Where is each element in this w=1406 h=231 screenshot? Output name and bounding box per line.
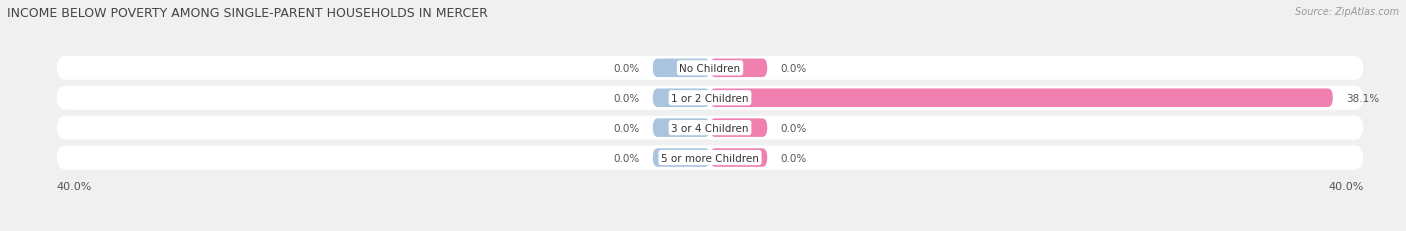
FancyBboxPatch shape	[56, 146, 1364, 170]
FancyBboxPatch shape	[710, 149, 768, 167]
Text: 0.0%: 0.0%	[613, 153, 640, 163]
FancyBboxPatch shape	[56, 116, 1364, 140]
Text: 0.0%: 0.0%	[613, 93, 640, 103]
Text: 0.0%: 0.0%	[780, 123, 807, 133]
Text: 1 or 2 Children: 1 or 2 Children	[671, 93, 749, 103]
Text: Source: ZipAtlas.com: Source: ZipAtlas.com	[1295, 7, 1399, 17]
Text: No Children: No Children	[679, 64, 741, 73]
Text: 0.0%: 0.0%	[613, 123, 640, 133]
Text: 0.0%: 0.0%	[613, 64, 640, 73]
FancyBboxPatch shape	[56, 57, 1364, 80]
Text: 5 or more Children: 5 or more Children	[661, 153, 759, 163]
FancyBboxPatch shape	[710, 119, 768, 137]
Text: 40.0%: 40.0%	[1329, 181, 1364, 191]
FancyBboxPatch shape	[652, 59, 710, 78]
Text: 40.0%: 40.0%	[56, 181, 91, 191]
FancyBboxPatch shape	[652, 119, 710, 137]
Text: 3 or 4 Children: 3 or 4 Children	[671, 123, 749, 133]
Text: 38.1%: 38.1%	[1346, 93, 1379, 103]
FancyBboxPatch shape	[710, 89, 1333, 108]
Text: 0.0%: 0.0%	[780, 153, 807, 163]
Text: INCOME BELOW POVERTY AMONG SINGLE-PARENT HOUSEHOLDS IN MERCER: INCOME BELOW POVERTY AMONG SINGLE-PARENT…	[7, 7, 488, 20]
FancyBboxPatch shape	[652, 149, 710, 167]
FancyBboxPatch shape	[652, 89, 710, 108]
FancyBboxPatch shape	[710, 59, 768, 78]
FancyBboxPatch shape	[56, 86, 1364, 110]
Text: 0.0%: 0.0%	[780, 64, 807, 73]
